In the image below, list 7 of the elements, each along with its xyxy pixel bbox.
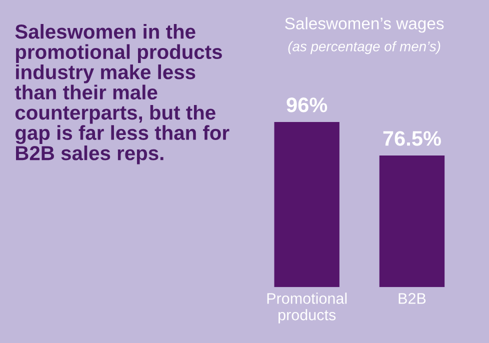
chart-subtitle: Saleswomen’s wages — [285, 17, 444, 33]
data-label: 96% — [286, 98, 328, 112]
chart-title: Saleswomen in the promotional products industry make less than their male counterparts, but the gap is far less than for B2B sales reps. — [14, 24, 230, 164]
x-tick-label: B2B — [398, 293, 426, 304]
data-label: 76.5% — [383, 131, 441, 146]
text: (as percentage of men’s) — [288, 41, 440, 54]
x-tick-label: Promotional products — [267, 292, 347, 324]
